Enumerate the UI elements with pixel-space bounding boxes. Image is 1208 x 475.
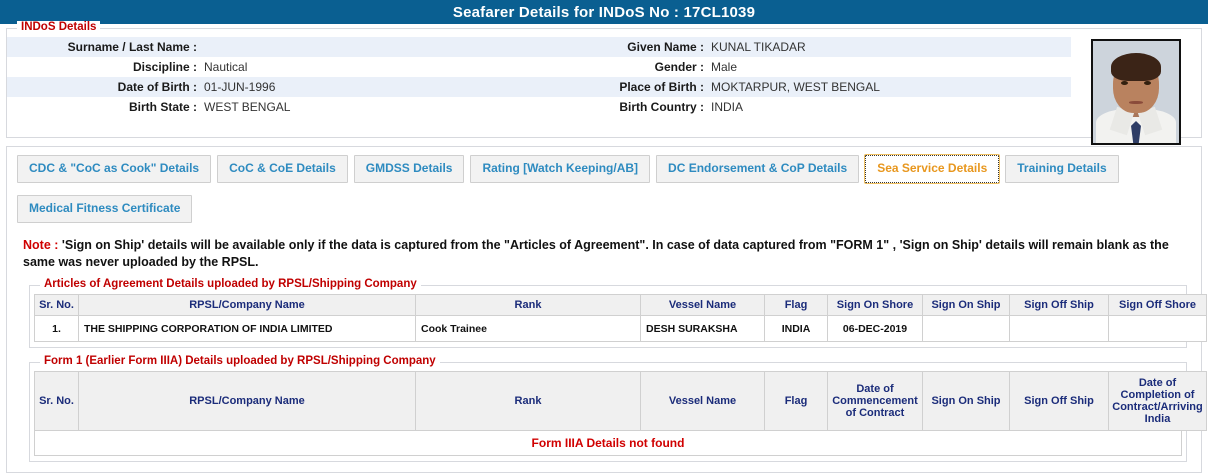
tab-rating-watch-keeping-ab[interactable]: Rating [Watch Keeping/AB]	[470, 155, 651, 183]
articles-of-agreement-section: Articles of Agreement Details uploaded b…	[29, 278, 1207, 348]
cell-sign-off-ship	[1009, 315, 1109, 342]
col-sign-off-ship: Sign Off Ship	[1009, 371, 1109, 431]
label-gender: Gender :	[564, 57, 709, 77]
note-text: Note : 'Sign on Ship' details will be av…	[23, 237, 1189, 271]
label-given-name: Given Name :	[564, 37, 709, 57]
tab-bar: CDC & "CoC as Cook" Details CoC & CoE De…	[13, 153, 1195, 223]
tab-gmdss-details[interactable]: GMDSS Details	[353, 155, 465, 183]
label-place-of-birth: Place of Birth :	[564, 77, 709, 97]
tab-medical-fitness-certificate[interactable]: Medical Fitness Certificate	[17, 195, 193, 223]
col-sign-on-ship: Sign On Ship	[922, 294, 1010, 316]
label-birth-state: Birth State :	[7, 97, 202, 117]
page-title-bar: Seafarer Details for INDoS No : 17CL1039	[0, 0, 1208, 24]
photo-cell	[1071, 37, 1201, 145]
label-discipline: Discipline :	[7, 57, 202, 77]
cell-sr-no: 1.	[34, 315, 79, 342]
value-date-of-birth: 01-JUN-1996	[202, 77, 564, 97]
articles-of-agreement-table: Sr. No. RPSL/Company Name Rank Vessel Na…	[34, 294, 1207, 342]
col-rank: Rank	[415, 371, 641, 431]
col-date-of-completion: Date of Completion of Contract/Arriving …	[1108, 371, 1207, 431]
cell-sign-off-shore	[1108, 315, 1207, 342]
note-keyword: Note :	[23, 238, 62, 252]
seafarer-photo	[1091, 39, 1181, 145]
col-sign-off-ship: Sign Off Ship	[1009, 294, 1109, 316]
form1-table: Sr. No. RPSL/Company Name Rank Vessel Na…	[34, 371, 1207, 431]
col-date-of-commencement: Date of Commencement of Contract	[827, 371, 923, 431]
col-vessel-name: Vessel Name	[640, 294, 765, 316]
tab-dc-endorsement-cop-details[interactable]: DC Endorsement & CoP Details	[656, 155, 860, 183]
cell-rank: Cook Trainee	[415, 315, 641, 342]
value-given-name: KUNAL TIKADAR	[709, 37, 1071, 57]
col-sr-no: Sr. No.	[34, 294, 79, 316]
cell-sign-on-shore: 06-DEC-2019	[827, 315, 923, 342]
note-body: 'Sign on Ship' details will be available…	[23, 238, 1169, 269]
col-sign-on-ship: Sign On Ship	[922, 371, 1010, 431]
cell-sign-on-ship	[922, 315, 1010, 342]
col-sign-off-shore: Sign Off Shore	[1108, 294, 1207, 316]
label-birth-country: Birth Country :	[564, 97, 709, 117]
value-discipline: Nautical	[202, 57, 564, 77]
cell-flag: INDIA	[764, 315, 828, 342]
tab-sea-service-details[interactable]: Sea Service Details	[864, 154, 1001, 184]
form1-legend: Form 1 (Earlier Form IIIA) Details uploa…	[40, 355, 440, 367]
col-sr-no: Sr. No.	[34, 371, 79, 431]
col-vessel-name: Vessel Name	[640, 371, 765, 431]
col-flag: Flag	[764, 371, 828, 431]
indos-details-section: INDoS Details Surname / Last Name : Give…	[6, 21, 1202, 145]
col-sign-on-shore: Sign On Shore	[827, 294, 923, 316]
tab-coc-coe-details[interactable]: CoC & CoE Details	[217, 155, 348, 183]
cell-company-name: THE SHIPPING CORPORATION OF INDIA LIMITE…	[78, 315, 416, 342]
table-header-row: Sr. No. RPSL/Company Name Rank Vessel Na…	[34, 294, 1207, 316]
form1-empty-message: Form IIIA Details not found	[34, 431, 1182, 456]
value-place-of-birth: MOKTARPUR, WEST BENGAL	[709, 77, 1071, 97]
value-birth-state: WEST BENGAL	[202, 97, 564, 117]
indos-details-grid: Surname / Last Name : Given Name : KUNAL…	[7, 37, 1071, 137]
value-gender: Male	[709, 57, 1071, 77]
table-header-row: Sr. No. RPSL/Company Name Rank Vessel Na…	[34, 371, 1207, 431]
col-flag: Flag	[764, 294, 828, 316]
label-date-of-birth: Date of Birth :	[7, 77, 202, 97]
value-birth-country: INDIA	[709, 97, 1071, 117]
cell-vessel-name: DESH SURAKSHA	[640, 315, 765, 342]
label-surname: Surname / Last Name :	[7, 37, 202, 57]
tab-panel: CDC & "CoC as Cook" Details CoC & CoE De…	[6, 146, 1207, 473]
tab-training-details[interactable]: Training Details	[1005, 155, 1119, 183]
col-company-name: RPSL/Company Name	[78, 294, 416, 316]
indos-details-legend: INDoS Details	[17, 21, 101, 33]
page-title: Seafarer Details for INDoS No : 17CL1039	[452, 3, 756, 21]
col-company-name: RPSL/Company Name	[78, 371, 416, 431]
form1-section: Form 1 (Earlier Form IIIA) Details uploa…	[29, 355, 1207, 462]
table-row: 1. THE SHIPPING CORPORATION OF INDIA LIM…	[34, 315, 1207, 342]
tab-cdc-coc-as-cook-details[interactable]: CDC & "CoC as Cook" Details	[17, 155, 212, 183]
articles-of-agreement-legend: Articles of Agreement Details uploaded b…	[40, 278, 421, 290]
value-surname	[202, 37, 564, 57]
col-rank: Rank	[415, 294, 641, 316]
